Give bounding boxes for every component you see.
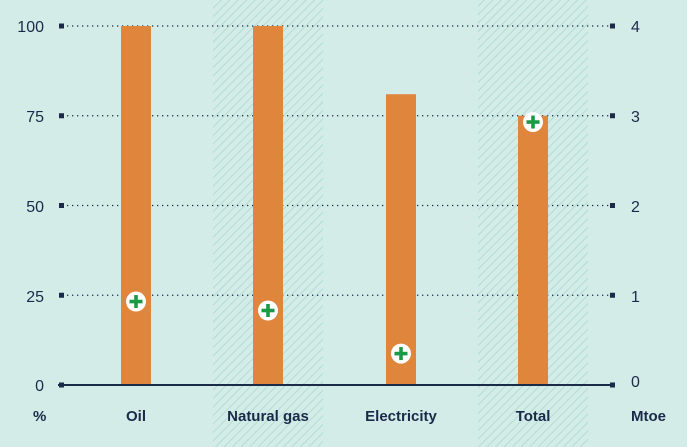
category-label-natural-gas: Natural gas [227,408,309,425]
right-tick-mark-75 [610,113,615,119]
left-tick-mark-50 [59,203,64,208]
bar-total [518,115,548,385]
right-tick-1: 1 [631,289,640,306]
bar-electricity [386,94,416,386]
left-axis-unit: % [33,408,46,425]
left-tick-100: 100 [17,19,44,36]
right-tick-2: 2 [631,199,640,216]
category-label-oil: Oil [126,408,146,425]
left-tick-mark-75 [59,113,64,119]
right-tick-3: 3 [631,109,640,126]
right-tick-mark-100 [610,23,615,29]
bar-oil [121,26,151,385]
marker-oil [126,291,146,312]
left-tick-mark-25 [59,292,64,298]
category-label-electricity: Electricity [365,408,437,425]
left-tick-75: 75 [26,109,44,126]
marker-natural-gas [258,300,278,321]
marker-electricity [391,343,411,364]
left-tick-25: 25 [26,289,44,306]
right-tick-mark-50 [610,203,615,208]
right-tick-mark-25 [610,292,615,298]
left-tick-50: 50 [26,199,44,216]
marker-total [523,112,543,133]
right-axis-unit: Mtoe [631,408,666,425]
bars [121,26,548,386]
left-tick-0: 0 [35,378,44,395]
markers [126,112,543,364]
category-label-total: Total [516,408,551,425]
bar-natural-gas [253,26,283,385]
right-tick-4: 4 [631,19,640,36]
right-tick-0: 0 [631,374,640,391]
left-tick-mark-100 [59,23,64,29]
